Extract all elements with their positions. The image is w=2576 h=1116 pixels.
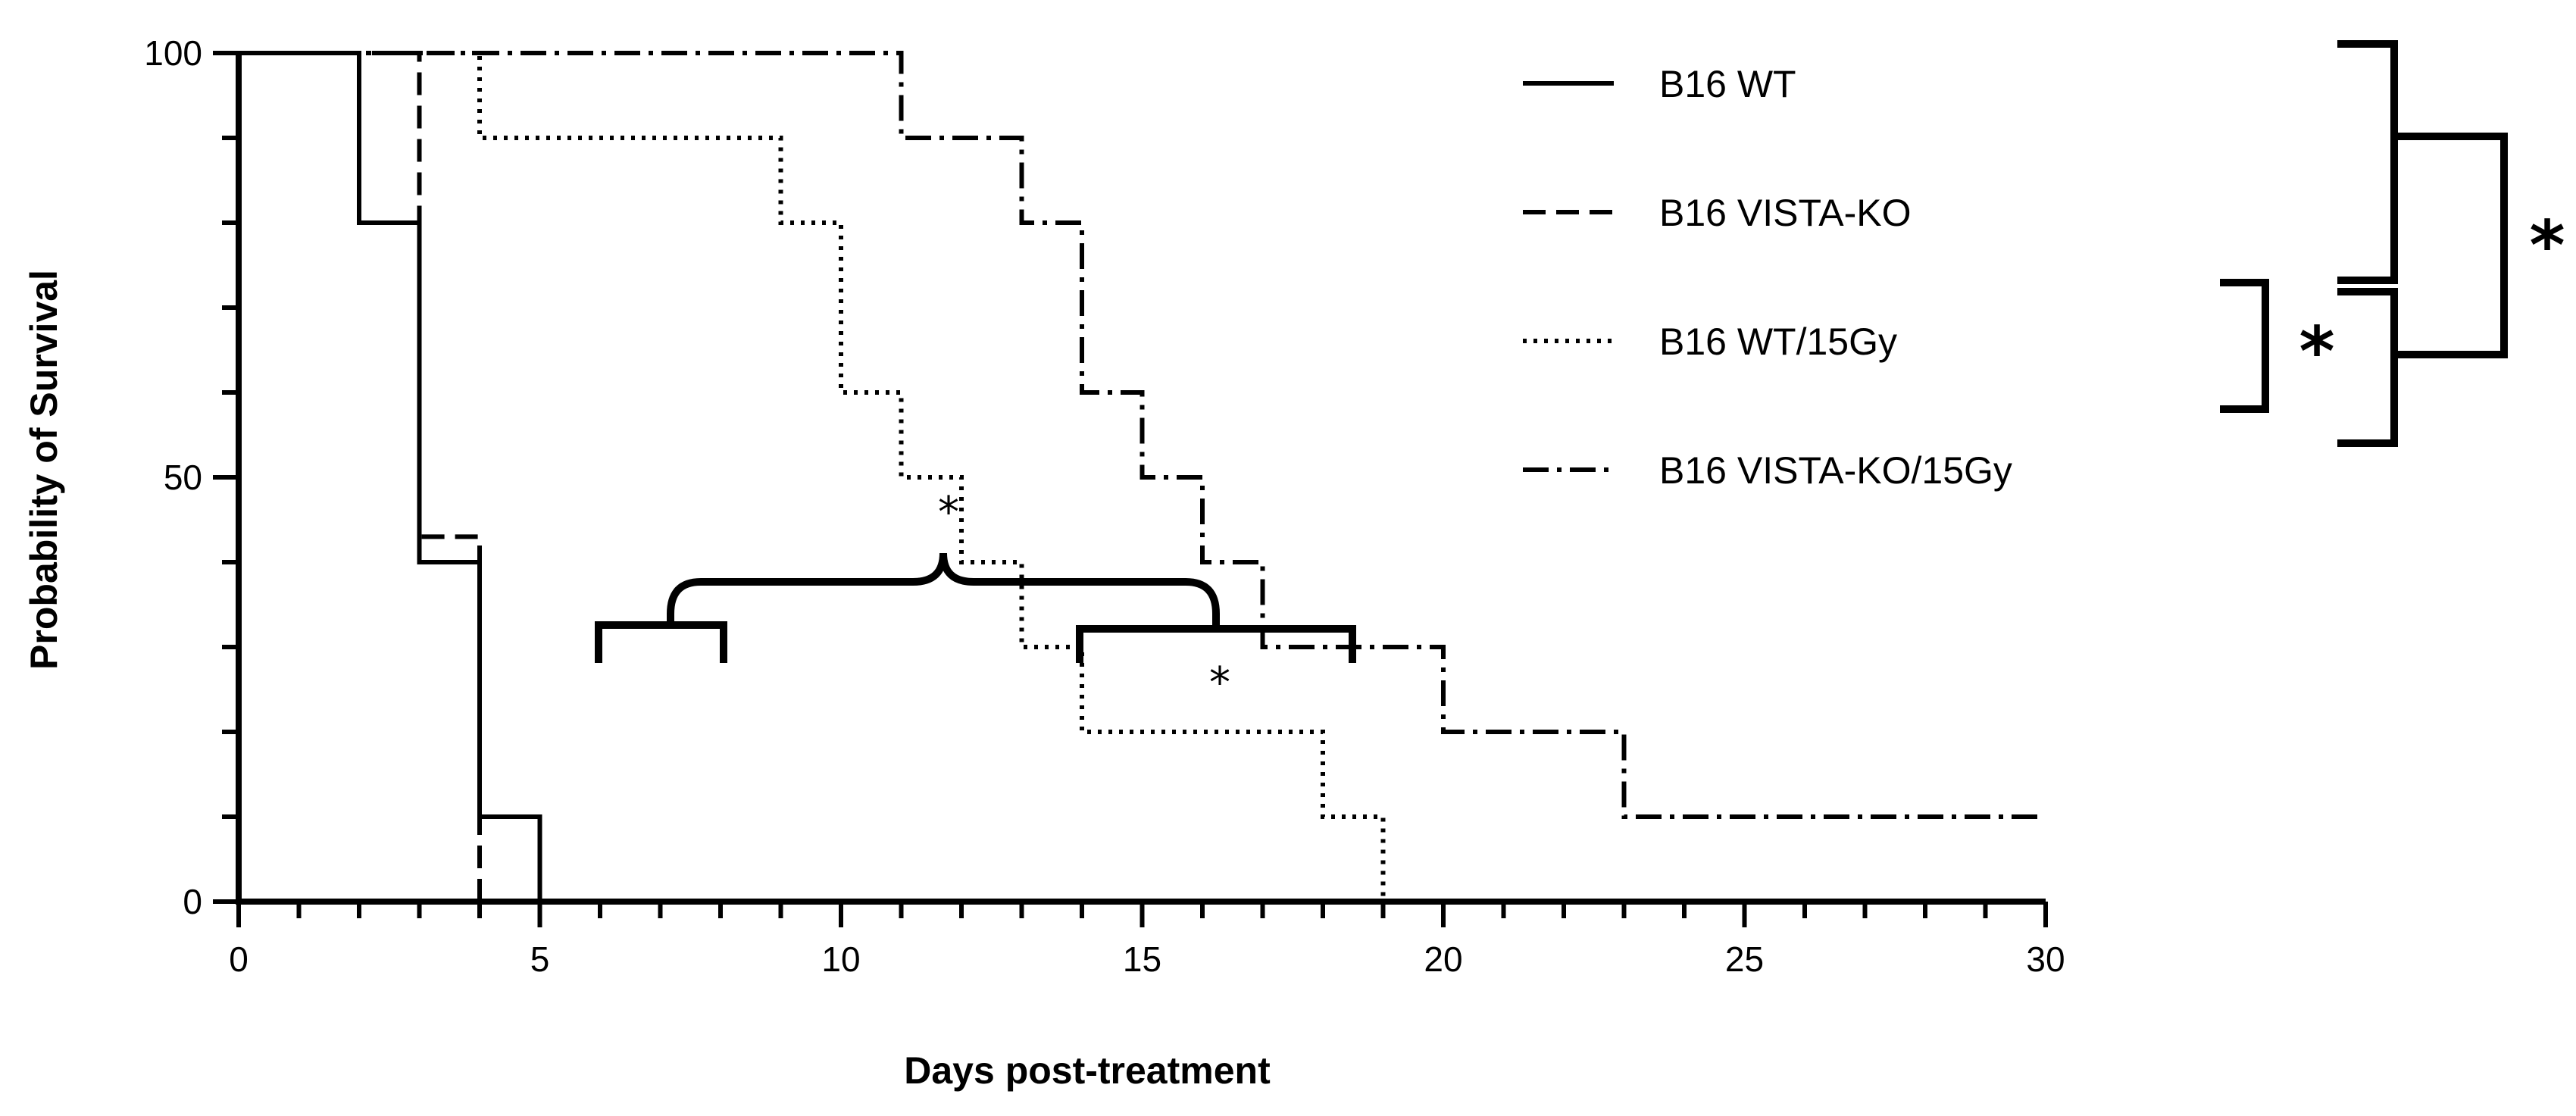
x-axis-title: Days post-treatment	[904, 1049, 1271, 1092]
series-line-0	[239, 51, 542, 902]
significance-star: *	[1209, 658, 1230, 708]
x-tick-label: 25	[1725, 939, 1764, 979]
significance-star: *	[2529, 206, 2565, 286]
y-tick-label: 0	[183, 882, 202, 921]
legend-label: B16 WT	[1659, 63, 1796, 105]
y-tick-label: 100	[144, 33, 202, 73]
legend-label: B16 WT/15Gy	[1659, 320, 1897, 363]
bracket-top-pair	[2337, 40, 2398, 284]
x-tick-label: 20	[1424, 939, 1462, 979]
legend-label: B16 VISTA-KO/15Gy	[1659, 449, 2012, 492]
y-tick-label: 50	[164, 458, 202, 497]
x-tick-label: 15	[1123, 939, 1161, 979]
x-tick-label: 30	[2026, 939, 2065, 979]
legend: B16 WT B16 VISTA-KO B16 WT/15Gy B16 VISTA-K…	[1523, 63, 2012, 492]
bracket-outer-connector	[2394, 133, 2508, 358]
bracket-plot-upper	[667, 552, 1220, 629]
bracket-plot-left	[595, 621, 727, 663]
x-tick-label: 0	[229, 939, 249, 979]
x-tick-label: 10	[821, 939, 860, 979]
x-tick-label: 5	[530, 939, 550, 979]
bracket-inner-lower	[2220, 279, 2269, 413]
bracket-outer-lower	[2337, 288, 2398, 447]
series-line-3	[239, 51, 2046, 819]
significance-brackets: * * * *	[595, 40, 2565, 708]
series-line-2	[239, 51, 1386, 902]
legend-label: B16 VISTA-KO	[1659, 192, 1912, 234]
y-axis-title: Probability of Survival	[23, 270, 65, 670]
axes-layer: 0 5 10 15 20 25 30 0 50 100	[144, 33, 2065, 979]
significance-star: *	[938, 488, 959, 537]
series-layer	[239, 51, 2046, 902]
significance-star: *	[2299, 312, 2334, 392]
